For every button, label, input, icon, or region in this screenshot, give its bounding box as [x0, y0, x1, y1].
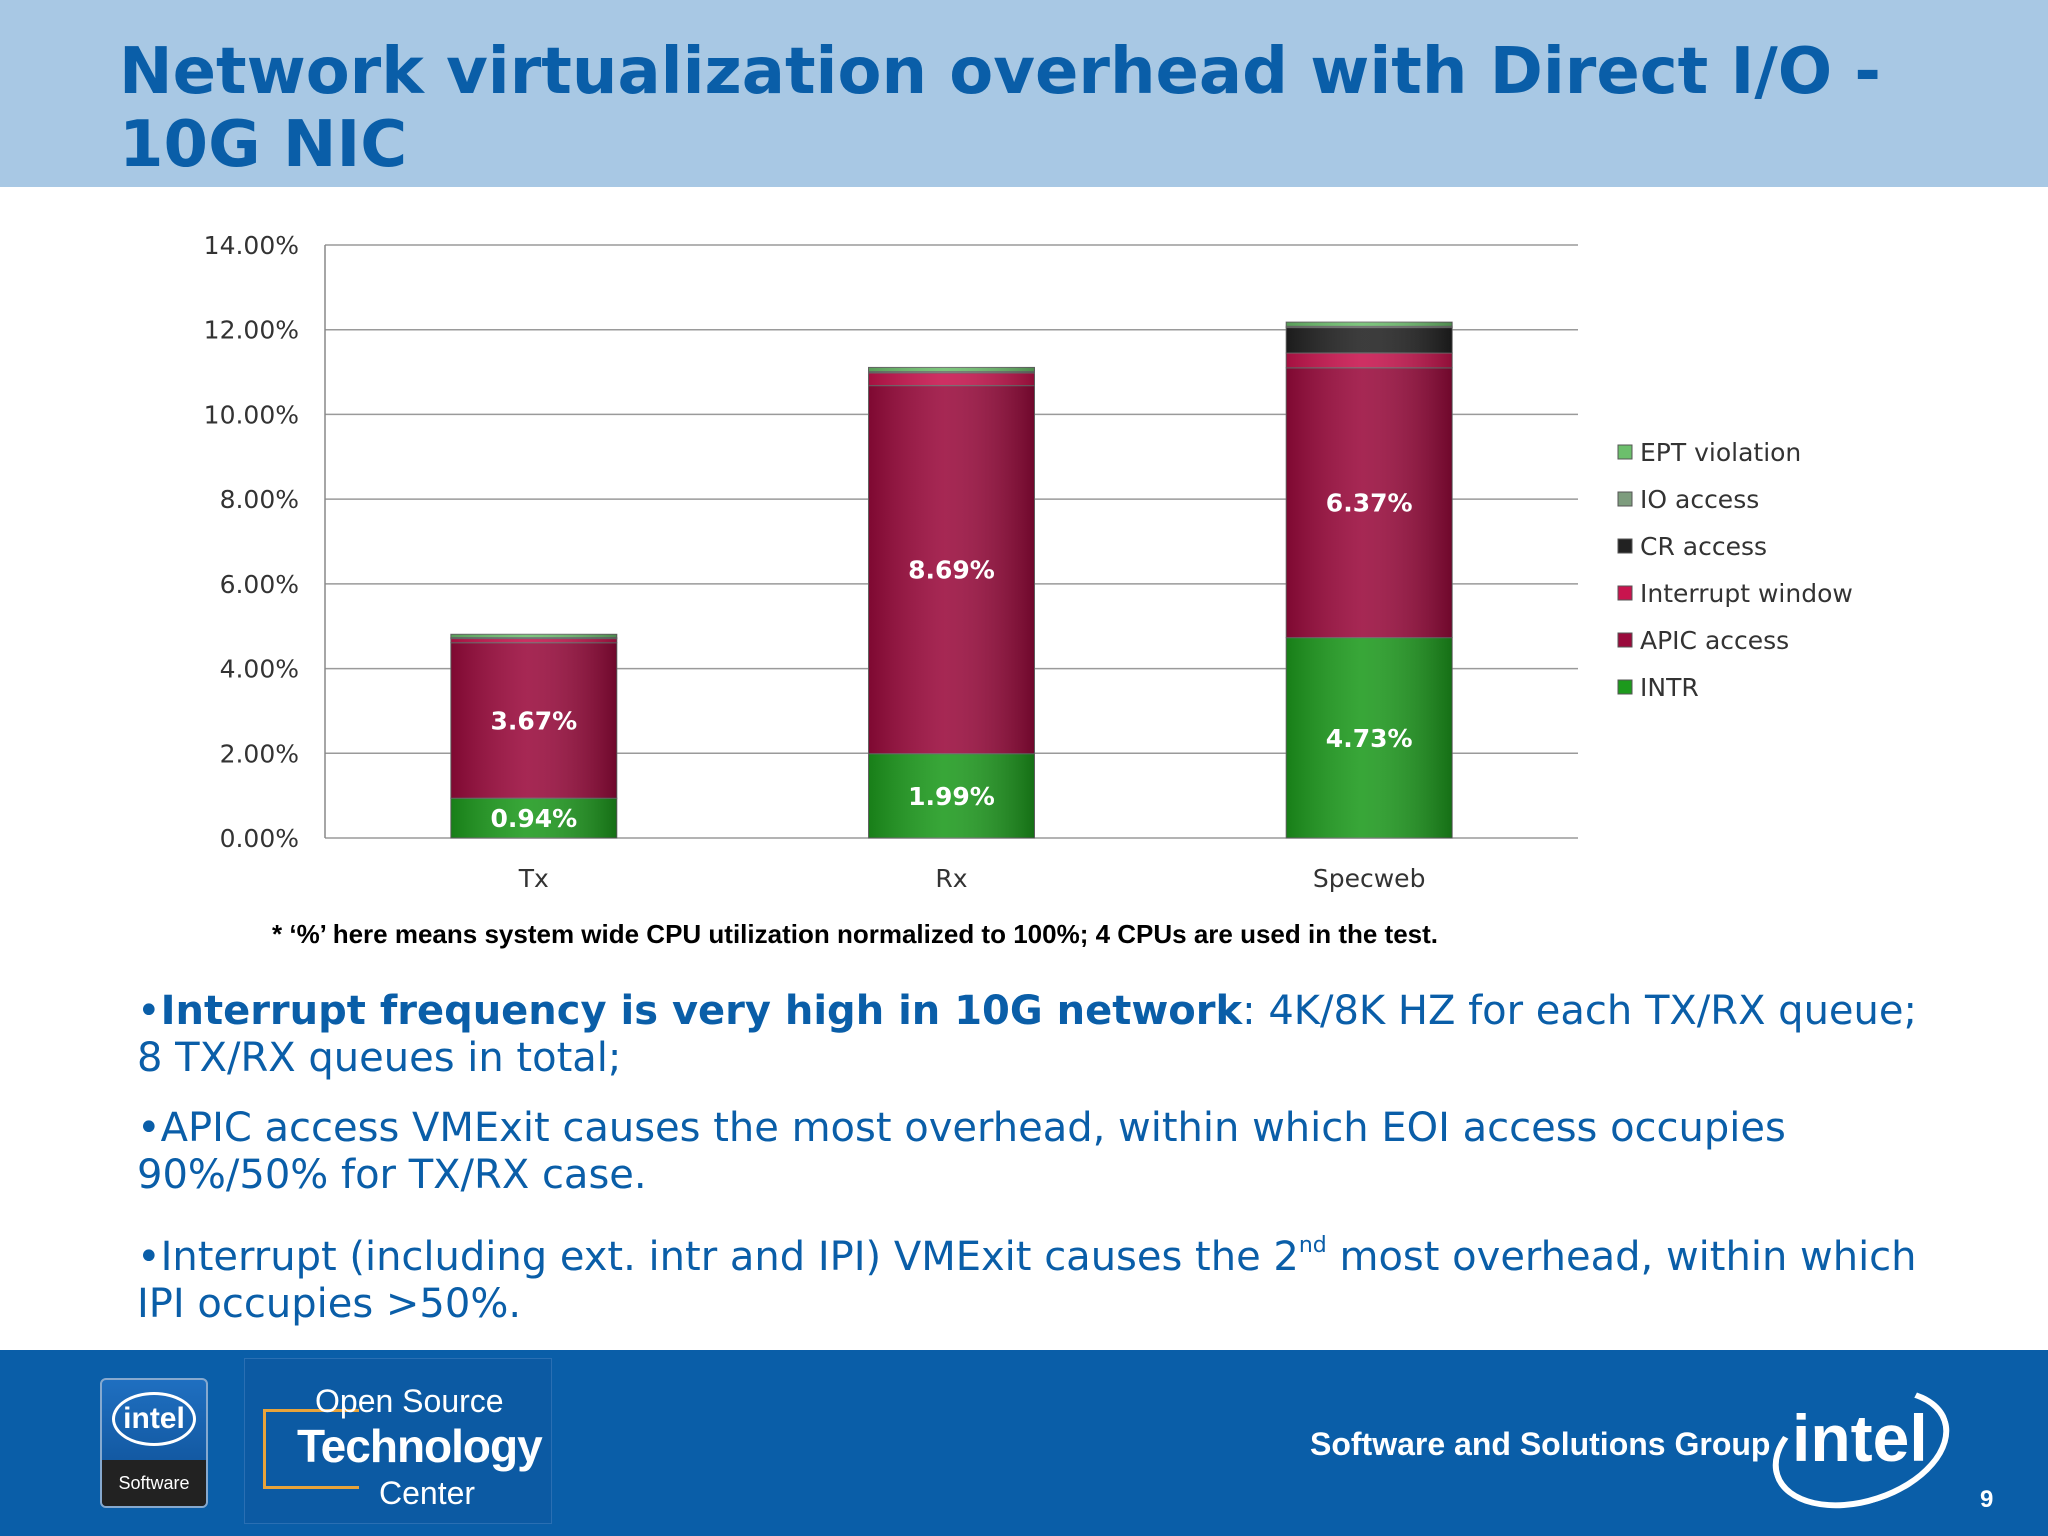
y-tick-label: 10.00%: [204, 400, 299, 429]
bar-shading: [1286, 367, 1453, 638]
bullet-text: Interrupt (including ext. intr and IPI) …: [160, 1234, 1299, 1280]
legend-swatch: [1617, 491, 1633, 507]
data-label: 6.37%: [1326, 489, 1413, 518]
y-tick-label: 0.00%: [220, 824, 299, 853]
bullet-list: •Interrupt frequency is very high in 10G…: [137, 988, 1937, 1351]
bar-shading: [450, 798, 617, 838]
legend-swatch: [1617, 444, 1633, 460]
intel-software-logo: intel Software: [100, 1378, 208, 1508]
slide-title: Network virtualization overhead with Dir…: [119, 35, 1881, 182]
page-number: 9: [1980, 1486, 1994, 1513]
bullet-text: APIC access VMExit causes the most overh…: [137, 1105, 1786, 1198]
legend-swatch: [1617, 585, 1633, 601]
bar-shading: [868, 371, 1035, 373]
logo-ring-icon: [112, 1392, 196, 1446]
legend-label: INTR: [1640, 673, 1699, 702]
y-tick-label: 2.00%: [220, 739, 299, 768]
legend-label: APIC access: [1640, 626, 1789, 655]
bracket-icon: [263, 1409, 359, 1489]
ostc-line-1: Open Source: [315, 1383, 504, 1419]
bullet-item: •Interrupt frequency is very high in 10G…: [137, 988, 1917, 1081]
bar-shading: [1286, 353, 1453, 368]
intel-logo: intel: [1757, 1366, 1965, 1530]
x-tick-label: Specweb: [1313, 864, 1426, 893]
bar-shading: [868, 385, 1035, 754]
bar-shading: [1286, 327, 1453, 354]
bar-shading: [868, 753, 1035, 838]
bullet-bold-text: Interrupt frequency is very high in 10G …: [160, 988, 1243, 1034]
open-source-technology-center-logo: Open Source Technology Center: [244, 1358, 552, 1524]
y-tick-label: 8.00%: [220, 485, 299, 514]
footer-bar: intel Software Open Source Technology Ce…: [0, 1350, 2048, 1536]
logo-word: intel: [123, 1402, 185, 1435]
bar-shading: [868, 367, 1035, 372]
bullet-text-continued: most overhead, within which IPI occupies…: [137, 1234, 1917, 1327]
logo-subtitle: Software: [102, 1460, 206, 1506]
bar-shading: [450, 642, 617, 799]
data-label: 3.67%: [490, 706, 577, 735]
bar-shading: [450, 638, 617, 643]
title-bar: Network virtualization overhead with Dir…: [0, 0, 2048, 187]
bullet-item: •APIC access VMExit causes the most over…: [137, 1105, 1786, 1198]
y-tick-label: 6.00%: [220, 570, 299, 599]
bar-shading: [1286, 326, 1453, 328]
x-tick-label: Rx: [935, 864, 967, 893]
legend-swatch: [1617, 632, 1633, 648]
data-label: 4.73%: [1326, 724, 1413, 753]
chart-footnote: * ‘%’ here means system wide CPU utiliza…: [272, 919, 1439, 949]
data-label: 0.94%: [490, 804, 577, 833]
ostc-line-3: Center: [379, 1475, 476, 1511]
bullet-text: : 4K/8K HZ for each TX/RX queue; 8 TX/RX…: [137, 988, 1917, 1081]
bar-shading: [1286, 322, 1453, 327]
legend-label: IO access: [1640, 485, 1759, 514]
bar-shading: [450, 634, 617, 638]
bullet-item: •Interrupt (including ext. intr and IPI)…: [137, 1233, 1917, 1327]
legend-label: CR access: [1640, 532, 1767, 561]
ordinal-suffix: nd: [1298, 1233, 1327, 1258]
x-tick-label: Tx: [518, 864, 549, 893]
legend-label: Interrupt window: [1640, 579, 1853, 608]
stacked-bar-chart: 0.00% 2.00% 4.00% 6.00% 8.00% 10.00% 12.00% 14.…: [204, 231, 1853, 893]
intel-logo-word: intel: [1792, 1401, 1928, 1475]
legend-swatch: [1617, 538, 1633, 554]
legend-label: EPT violation: [1640, 438, 1801, 467]
bar-shading: [1286, 637, 1453, 838]
y-tick-label: 4.00%: [220, 655, 299, 684]
y-tick-label: 14.00%: [204, 231, 299, 260]
legend-swatch: [1617, 679, 1633, 695]
y-tick-label: 12.00%: [204, 316, 299, 345]
ostc-line-2: Technology: [297, 1420, 543, 1472]
data-label: 1.99%: [908, 782, 995, 811]
group-name: Software and Solutions Group: [1310, 1426, 1771, 1462]
bar-shading: [868, 372, 1035, 386]
data-label: 8.69%: [908, 556, 995, 585]
